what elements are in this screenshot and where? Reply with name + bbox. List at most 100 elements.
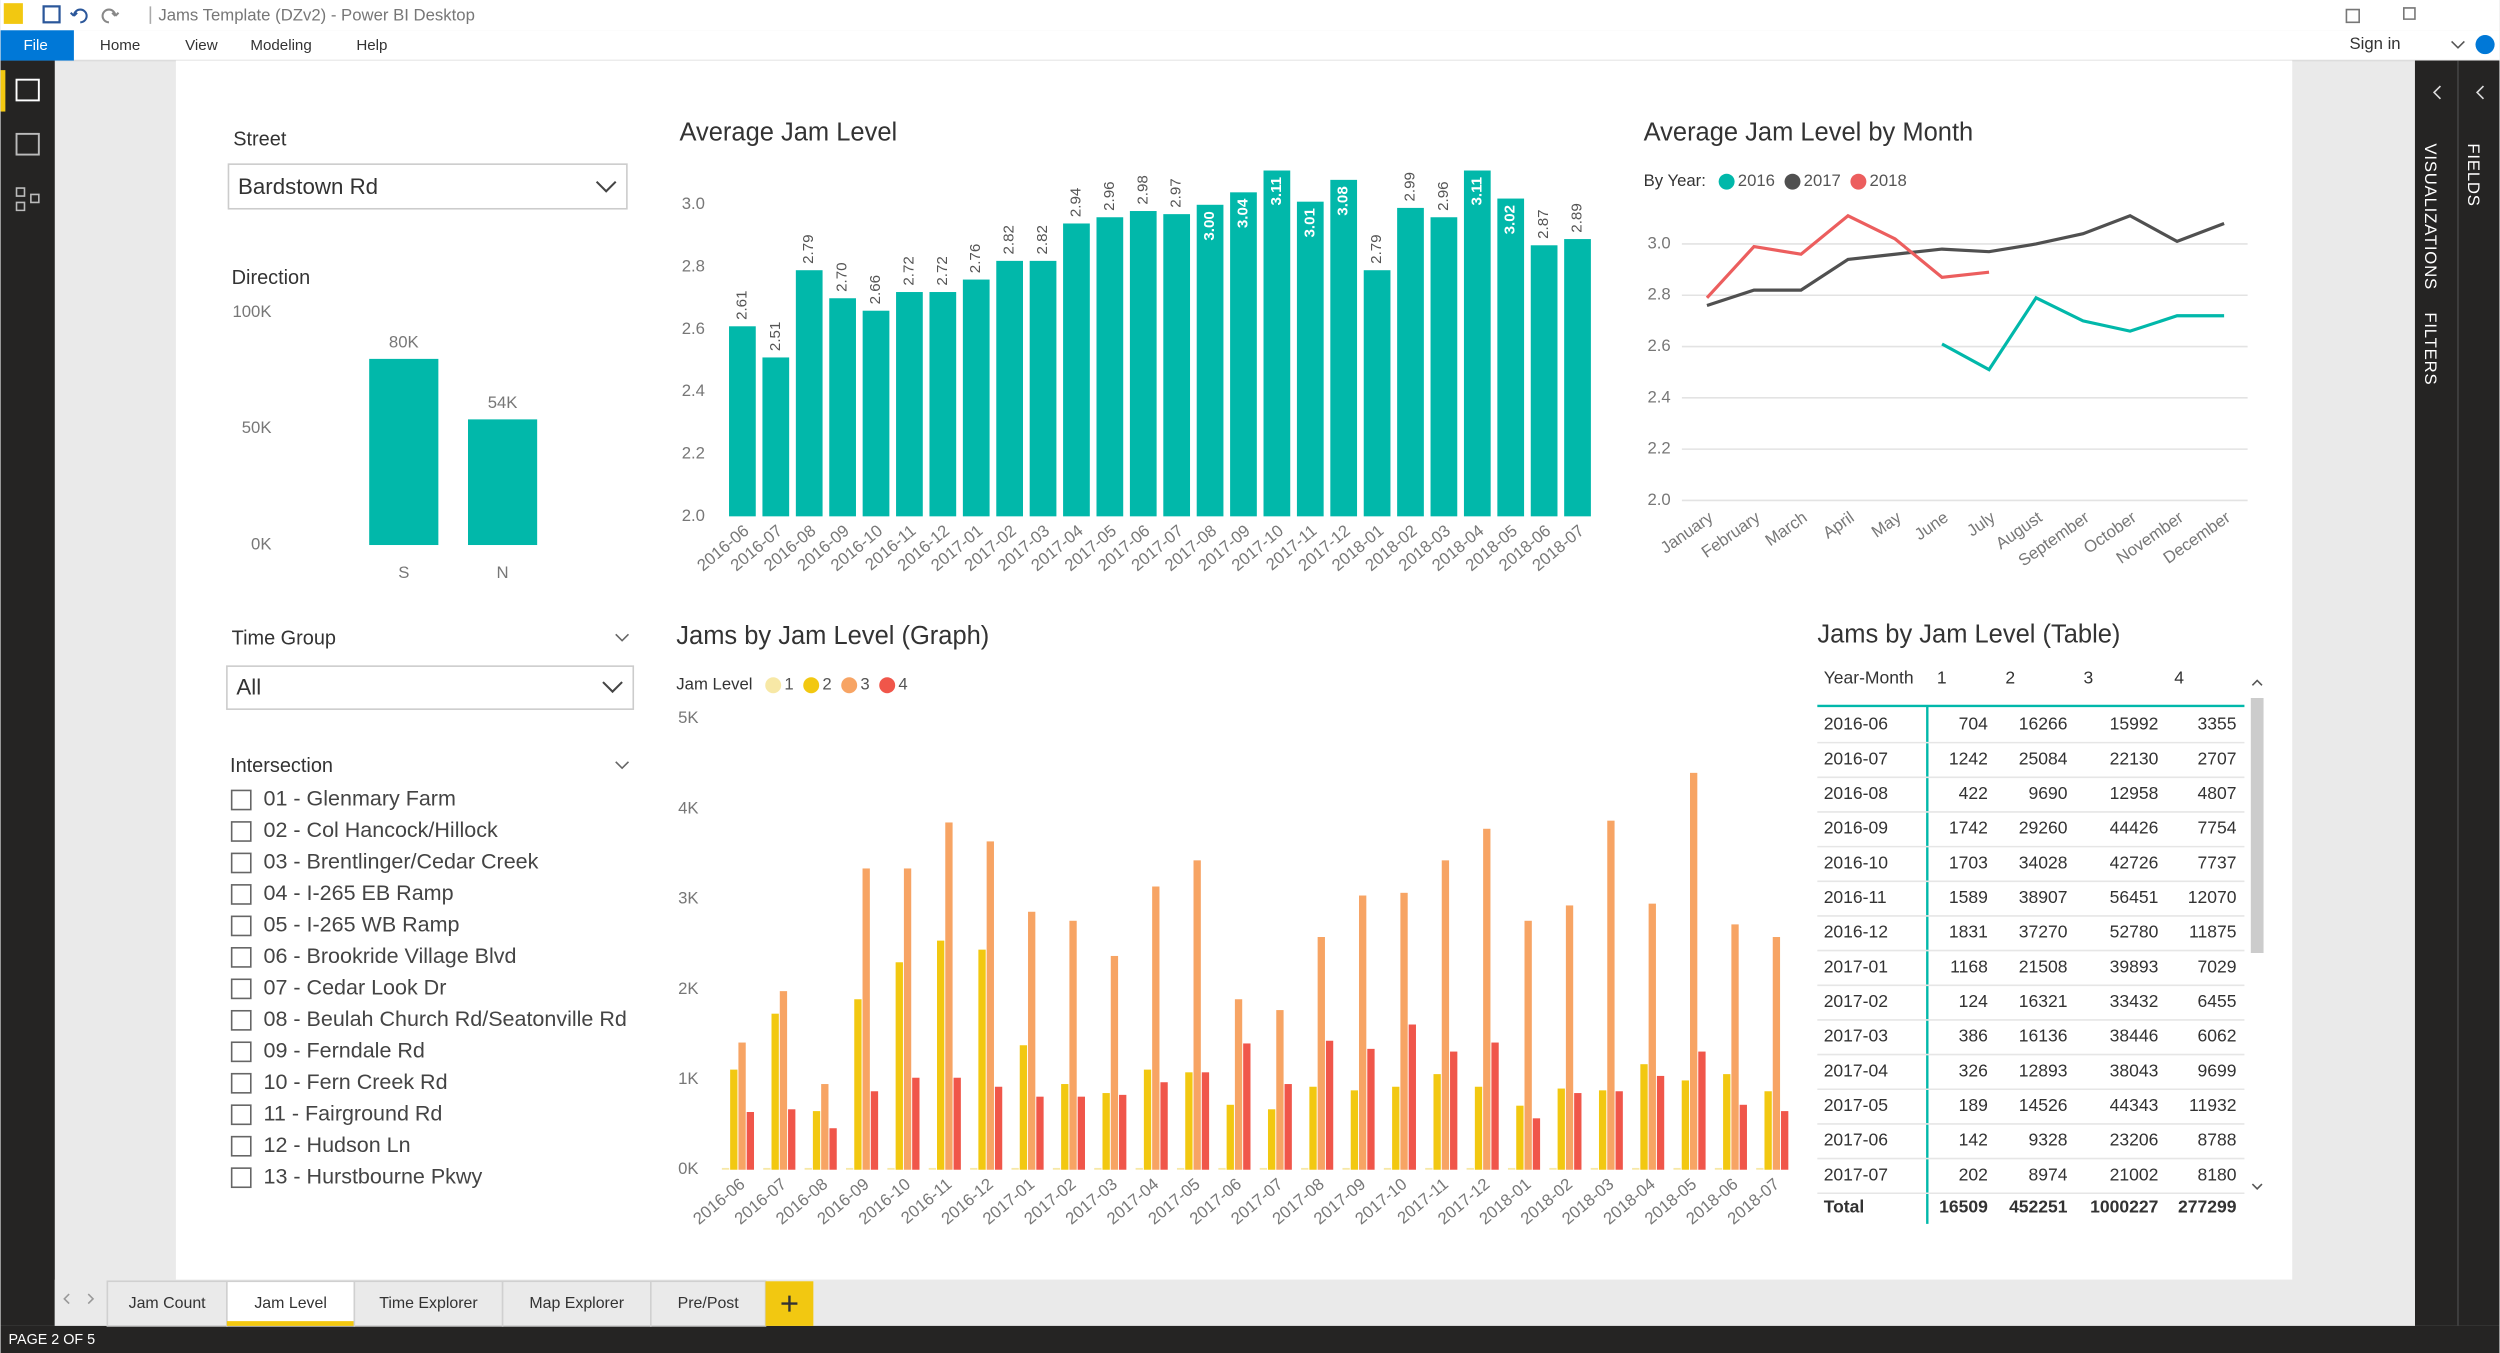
legend-swatch[interactable] bbox=[1784, 173, 1801, 190]
list-item[interactable]: 01 - Glenmary Farm bbox=[264, 787, 456, 811]
checkbox[interactable] bbox=[230, 884, 252, 905]
page-tab[interactable] bbox=[353, 1280, 504, 1327]
checkbox[interactable] bbox=[230, 1167, 252, 1189]
dropdown[interactable] bbox=[227, 163, 628, 210]
checkbox[interactable] bbox=[230, 789, 252, 811]
bar bbox=[1152, 886, 1160, 1170]
bar bbox=[821, 1084, 829, 1170]
column-header[interactable]: Year-Month bbox=[1824, 668, 1914, 688]
tab-label[interactable]: Pre/Post bbox=[678, 1295, 740, 1312]
legend-label[interactable]: 2018 bbox=[1870, 171, 1907, 190]
table-cell: 22130 bbox=[2110, 748, 2159, 768]
page-tab[interactable] bbox=[649, 1280, 767, 1327]
tab-label[interactable]: Jam Count bbox=[129, 1295, 207, 1312]
y-tick-label: 50K bbox=[242, 418, 272, 437]
legend-label[interactable]: 3 bbox=[860, 675, 869, 694]
list-item[interactable]: 13 - Hurstbourne Pkwy bbox=[264, 1164, 483, 1188]
checkbox[interactable] bbox=[230, 915, 252, 937]
data-label: 3.02 bbox=[1502, 205, 1519, 234]
table-cell: 8788 bbox=[2197, 1130, 2236, 1150]
column-header[interactable]: 4 bbox=[2174, 668, 2184, 688]
list-item[interactable]: 06 - Brookride Village Blvd bbox=[264, 944, 517, 968]
checkbox[interactable] bbox=[230, 821, 252, 842]
tab-nav[interactable] bbox=[63, 1293, 95, 1305]
column-header[interactable]: 1 bbox=[1937, 668, 1947, 688]
redo-icon[interactable] bbox=[101, 8, 120, 24]
pane-label[interactable]: FIELDS bbox=[2464, 143, 2483, 206]
menu-item[interactable]: View bbox=[185, 37, 218, 54]
list-item[interactable]: 10 - Fern Creek Rd bbox=[264, 1070, 448, 1094]
sign-in[interactable]: Sign in bbox=[2349, 34, 2400, 53]
checkbox[interactable] bbox=[230, 978, 252, 1000]
tab-label[interactable]: Jam Level bbox=[254, 1295, 327, 1312]
legend-label[interactable]: 2017 bbox=[1804, 171, 1841, 190]
column-header[interactable]: 2 bbox=[2005, 668, 2015, 688]
pane-label[interactable]: VISUALIZATIONS bbox=[2421, 143, 2440, 289]
report-view-icon[interactable] bbox=[15, 78, 40, 102]
list-item[interactable]: 02 - Col Hancock/Hillock bbox=[264, 818, 498, 842]
bar bbox=[1276, 1010, 1284, 1170]
scroll-arrows[interactable] bbox=[2251, 679, 2263, 1190]
legend-swatch[interactable] bbox=[879, 677, 896, 694]
list-item[interactable]: 07 - Cedar Look Dr bbox=[264, 976, 447, 1000]
tab-label[interactable]: Time Explorer bbox=[379, 1295, 478, 1312]
legend-label[interactable]: 1 bbox=[784, 675, 793, 694]
tab-label[interactable]: Map Explorer bbox=[529, 1295, 624, 1312]
list-item[interactable]: 03 - Brentlinger/Cedar Creek bbox=[264, 850, 539, 874]
page-tab[interactable] bbox=[501, 1280, 652, 1327]
chevron[interactable] bbox=[615, 761, 630, 770]
bar bbox=[763, 1167, 771, 1170]
checkbox[interactable] bbox=[230, 1135, 252, 1157]
bar bbox=[937, 940, 945, 1170]
bar bbox=[1466, 1167, 1474, 1170]
checkbox[interactable] bbox=[230, 852, 252, 874]
list-item[interactable]: 08 - Beulah Church Rd/Seatonville Rd bbox=[264, 1007, 627, 1031]
list-item[interactable]: 11 - Fairground Rd bbox=[264, 1101, 443, 1125]
menu-item[interactable]: Modeling bbox=[250, 37, 311, 54]
menu-item[interactable]: Home bbox=[100, 37, 140, 54]
data-label: 2.89 bbox=[1569, 203, 1586, 232]
page-tab[interactable] bbox=[226, 1280, 356, 1327]
ribbon-collapse[interactable] bbox=[2451, 40, 2465, 49]
bar bbox=[1330, 179, 1358, 517]
checkbox[interactable] bbox=[230, 1009, 252, 1031]
menu-item[interactable]: File bbox=[23, 37, 47, 54]
help-icon[interactable] bbox=[2475, 35, 2495, 55]
legend-swatch[interactable] bbox=[1850, 173, 1867, 190]
page-tab[interactable] bbox=[106, 1280, 228, 1327]
pane-label[interactable]: FILTERS bbox=[2421, 312, 2440, 385]
legend-swatch[interactable] bbox=[803, 677, 820, 694]
y-tick-label: 2K bbox=[678, 979, 698, 998]
slicer-label: Street bbox=[233, 129, 287, 151]
undo-icon[interactable] bbox=[69, 8, 88, 24]
menu-item[interactable]: Help bbox=[356, 37, 387, 54]
bar bbox=[1474, 1086, 1483, 1170]
scrollbar-thumb[interactable] bbox=[2250, 698, 2264, 953]
checkbox[interactable] bbox=[230, 1041, 252, 1063]
save-icon[interactable] bbox=[42, 5, 61, 24]
chevron[interactable] bbox=[615, 633, 630, 642]
legend-label[interactable]: 4 bbox=[898, 675, 907, 694]
legend-swatch[interactable] bbox=[841, 677, 858, 694]
list-item[interactable]: 09 - Ferndale Rd bbox=[264, 1038, 425, 1062]
checkbox[interactable] bbox=[230, 947, 252, 968]
legend-label[interactable]: 2 bbox=[822, 675, 831, 694]
list-item[interactable]: 12 - Hudson Ln bbox=[264, 1133, 411, 1157]
pane-arrows[interactable] bbox=[2432, 85, 2485, 100]
checkbox[interactable] bbox=[230, 1072, 252, 1094]
data-view-icon[interactable] bbox=[15, 132, 40, 156]
list-item[interactable]: 05 - I-265 WB Ramp bbox=[264, 913, 460, 937]
dropdown[interactable] bbox=[226, 665, 635, 710]
table-cell: 2707 bbox=[2197, 748, 2236, 768]
data-label: 54K bbox=[488, 393, 518, 412]
legend-swatch[interactable] bbox=[765, 677, 782, 694]
model-view-icon[interactable] bbox=[15, 187, 40, 212]
checkbox[interactable] bbox=[230, 1104, 252, 1126]
legend-label[interactable]: 2016 bbox=[1738, 171, 1775, 190]
add-icon bbox=[781, 1295, 798, 1312]
column-header[interactable]: 3 bbox=[2083, 668, 2093, 688]
list-item[interactable]: 04 - I-265 EB Ramp bbox=[264, 881, 454, 905]
window-controls[interactable] bbox=[2345, 7, 2416, 24]
menu-file-bg[interactable] bbox=[0, 30, 74, 61]
legend-swatch[interactable] bbox=[1718, 173, 1735, 190]
